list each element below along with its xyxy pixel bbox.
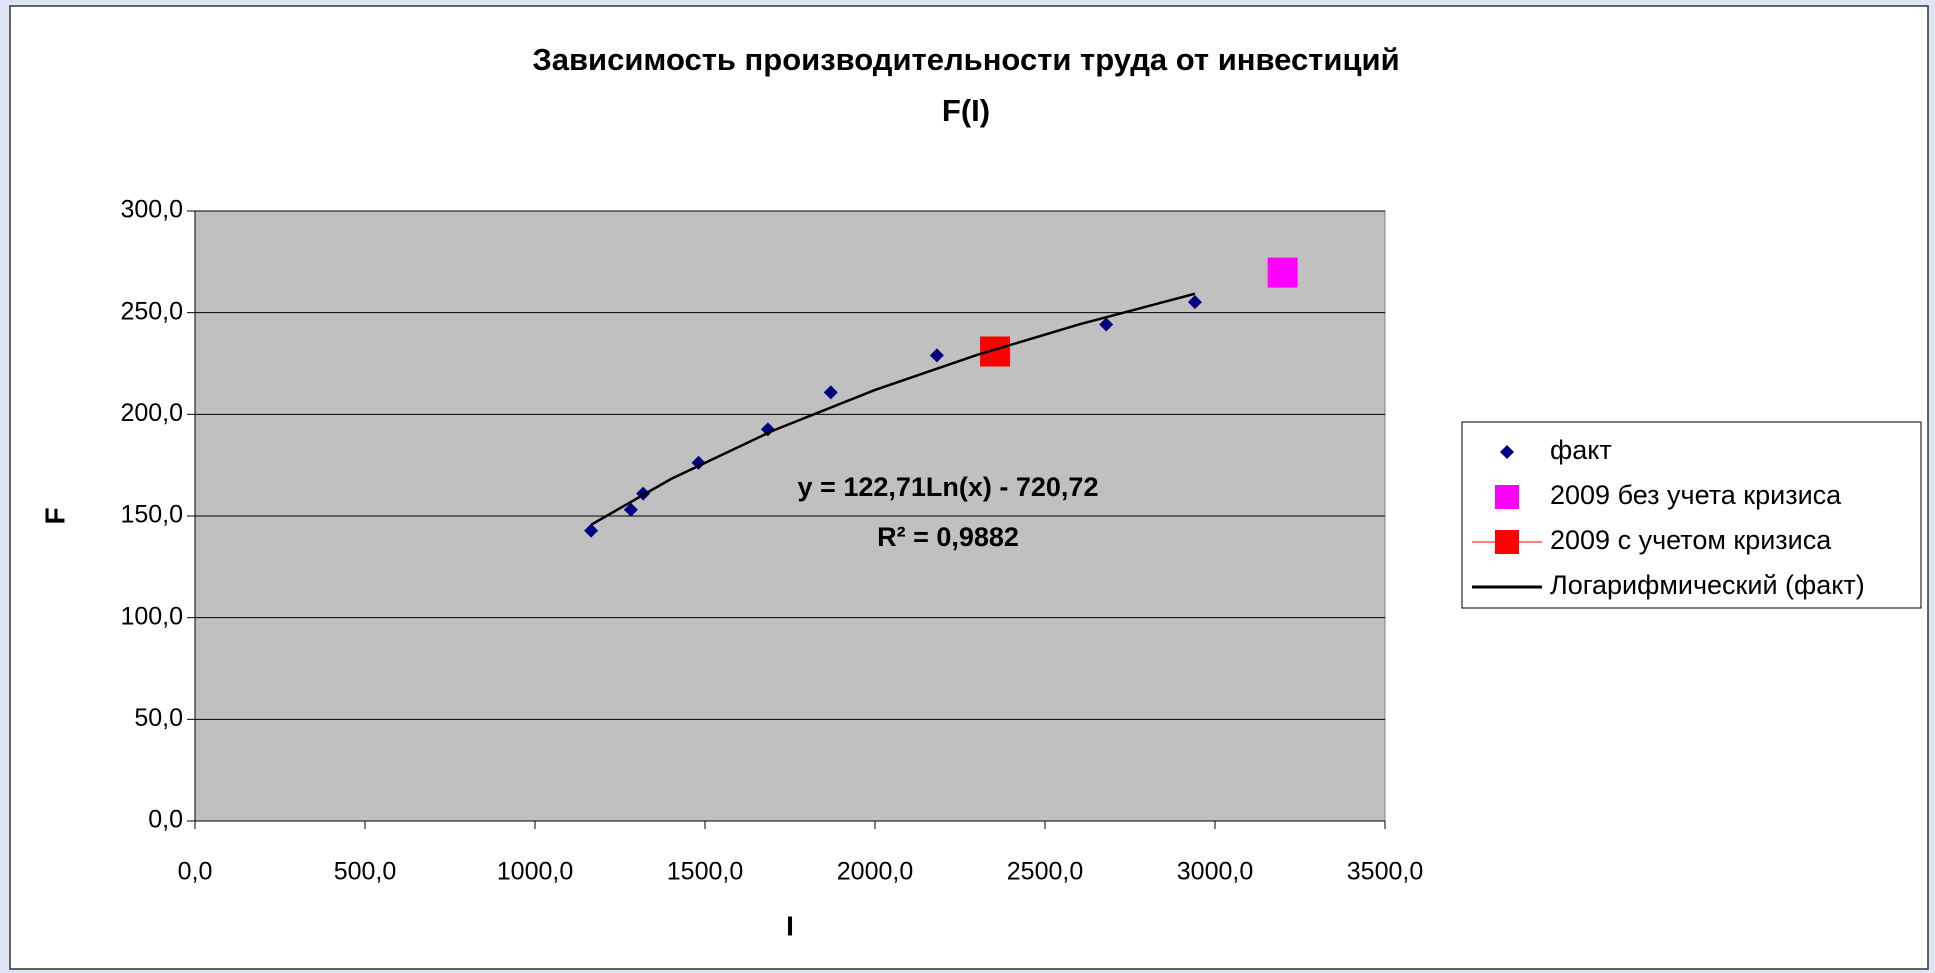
point (823, 385, 838, 400)
legend-label: 2009 без учета кризиса (1550, 480, 1842, 510)
point (1099, 317, 1114, 332)
chart-subtitle: F(I) (942, 93, 990, 128)
legend-label: Логарифмический (факт) (1550, 570, 1865, 600)
point (1267, 257, 1298, 288)
legend-marker (1500, 445, 1514, 459)
x-tick-label: 3000,0 (1177, 858, 1253, 886)
legend-marker (1495, 485, 1519, 509)
legend-label: 2009 с учетом кризиса (1550, 525, 1832, 555)
x-tick-label: 1000,0 (497, 858, 573, 886)
y-tick-label: 300,0 (120, 196, 183, 224)
x-tick-label: 500,0 (334, 858, 397, 886)
y-tick-label: 50,0 (134, 704, 183, 732)
point (1187, 295, 1202, 310)
x-tick-label: 1500,0 (667, 858, 743, 886)
y-tick-label: 250,0 (120, 297, 183, 325)
y-tick-label: 200,0 (120, 399, 183, 427)
x-tick-label: 2500,0 (1007, 858, 1083, 886)
chart-title: Зависимость производительности труда от … (532, 42, 1399, 77)
legend (1461, 421, 1922, 609)
y-tick-label: 100,0 (120, 602, 183, 630)
trend-line (590, 292, 1196, 526)
r-squared: R² = 0,9882 (877, 522, 1019, 552)
y-axis-title: F (39, 507, 70, 524)
x-tick-label: 0,0 (178, 858, 213, 886)
point (584, 523, 599, 538)
x-axis-title: I (786, 910, 794, 941)
legend-label: факт (1550, 435, 1612, 465)
equation: y = 122,71Ln(x) - 720,72 (798, 472, 1099, 502)
y-tick-label: 150,0 (120, 501, 183, 529)
point (623, 502, 638, 517)
legend-marker (1495, 530, 1519, 554)
y-tick-label: 0,0 (148, 806, 183, 834)
x-tick-label: 2000,0 (837, 858, 913, 886)
point (760, 422, 775, 437)
x-tick-label: 3500,0 (1347, 858, 1423, 886)
point (929, 348, 944, 363)
